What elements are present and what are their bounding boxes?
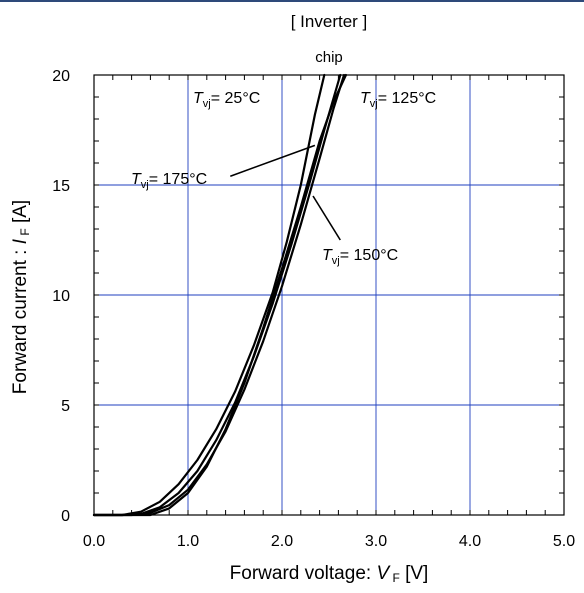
y-tick-label: 0 xyxy=(61,508,70,525)
x-tick-labels: 0.0 1.0 2.0 3.0 4.0 5.0 xyxy=(83,533,575,550)
x-tick-label: 5.0 xyxy=(553,533,575,550)
annotation-label-1: Tvj= 125°C xyxy=(360,90,436,110)
annotation-label-0: Tvj= 25°C xyxy=(193,90,260,110)
x-tick-label: 1.0 xyxy=(177,533,199,550)
chart-subtitle: chip xyxy=(315,49,343,66)
annotation-label-2: Tvj= 175°C xyxy=(131,171,207,191)
x-tick-label: 3.0 xyxy=(365,533,387,550)
y-tick-label: 15 xyxy=(52,178,70,195)
y-tick-label: 5 xyxy=(61,398,70,415)
plot-frame xyxy=(93,74,565,516)
series-line-0 xyxy=(92,73,326,517)
series-line-2 xyxy=(92,73,346,517)
series-line-3 xyxy=(92,73,348,517)
y-axis-label: Forward current : I F [A] xyxy=(10,200,32,394)
grid-lines xyxy=(94,75,564,515)
y-tick-label: 10 xyxy=(52,288,70,305)
x-tick-label: 0.0 xyxy=(83,533,105,550)
annotation-label-3: Tvj= 150°C xyxy=(322,247,398,267)
x-tick-label: 4.0 xyxy=(459,533,481,550)
annotation-leader-2 xyxy=(230,144,316,177)
chart-title: [ Inverter ] xyxy=(291,12,368,31)
series-lines xyxy=(92,73,348,517)
x-axis-label: Forward voltage: V F [V] xyxy=(230,563,429,585)
x-tick-label: 2.0 xyxy=(271,533,293,550)
y-tick-labels: 0 5 10 15 20 xyxy=(52,68,70,525)
series-annotations: Tvj= 25°C Tvj= 125°C Tvj= 175°C Tvj= 150°C xyxy=(131,90,436,267)
annotation-leader-3 xyxy=(312,195,341,241)
top-border-line xyxy=(0,0,584,2)
y-tick-label: 20 xyxy=(52,68,70,85)
